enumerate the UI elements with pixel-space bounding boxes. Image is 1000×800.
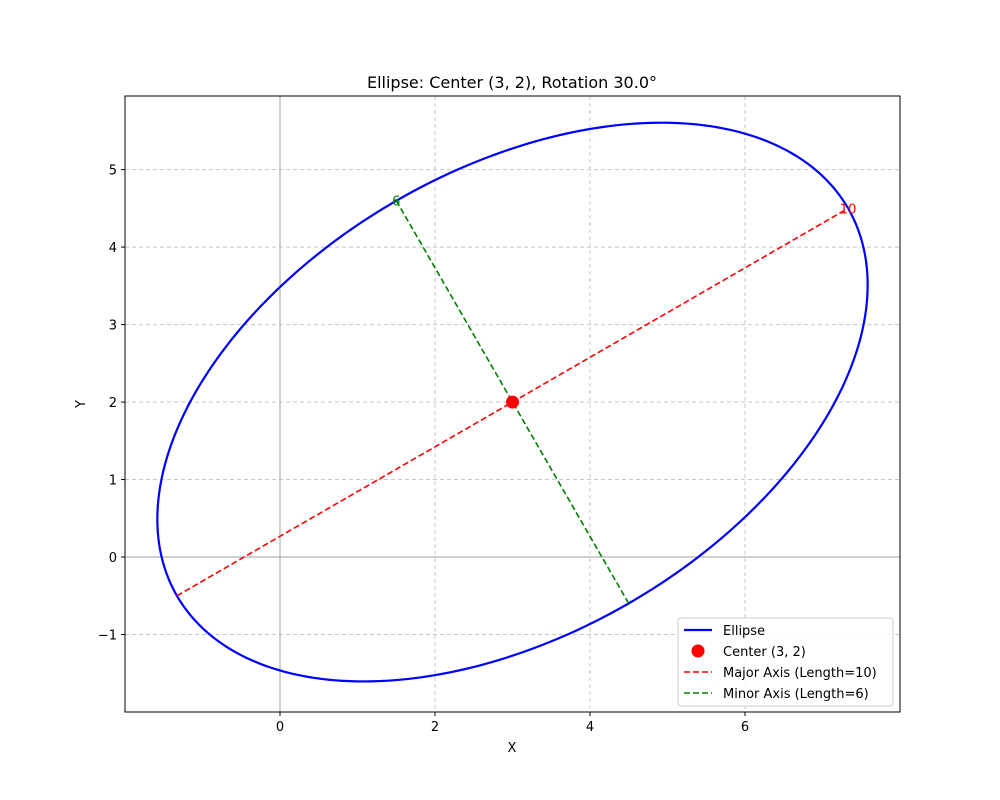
legend-marker (691, 644, 705, 658)
minor-axis-line (395, 200, 630, 604)
x-axis-label: X (508, 741, 517, 756)
plot-frame (124, 95, 901, 713)
major-length-annotation: 10 (840, 202, 857, 217)
y-tick-label: −1 (98, 629, 117, 644)
y-tick-label: 0 (109, 551, 117, 566)
y-ticks: −1 0 1 2 3 4 5 (98, 164, 125, 644)
y-tick-label: 5 (109, 164, 117, 179)
y-tick-label: 3 (109, 319, 117, 334)
plot-area: 10 6 (156, 121, 869, 683)
ellipse-curve (156, 121, 869, 683)
y-tick-label: 4 (109, 241, 117, 256)
legend-label: Center (3, 2) (723, 645, 806, 660)
x-tick-label: 2 (431, 720, 439, 735)
x-ticks: 0 2 4 6 (276, 712, 749, 735)
x-tick-label: 6 (741, 720, 749, 735)
legend-label: Minor Axis (Length=6) (723, 687, 869, 702)
minor-length-annotation: 6 (392, 195, 400, 210)
chart-title: Ellipse: Center (3, 2), Rotation 30.0° (367, 73, 657, 92)
x-tick-label: 0 (276, 720, 284, 735)
center-point (506, 395, 519, 409)
legend-box (677, 617, 894, 707)
y-tick-label: 2 (109, 396, 117, 411)
legend-label: Major Axis (Length=10) (723, 666, 877, 681)
legend-label: Ellipse (723, 624, 765, 639)
zero-lines (125, 96, 900, 712)
legend: Ellipse Center (3, 2) Major Axis (Length=1… (677, 617, 894, 707)
y-tick-label: 1 (109, 474, 117, 489)
y-axis-label: Y (74, 400, 89, 409)
x-tick-label: 4 (586, 720, 594, 735)
